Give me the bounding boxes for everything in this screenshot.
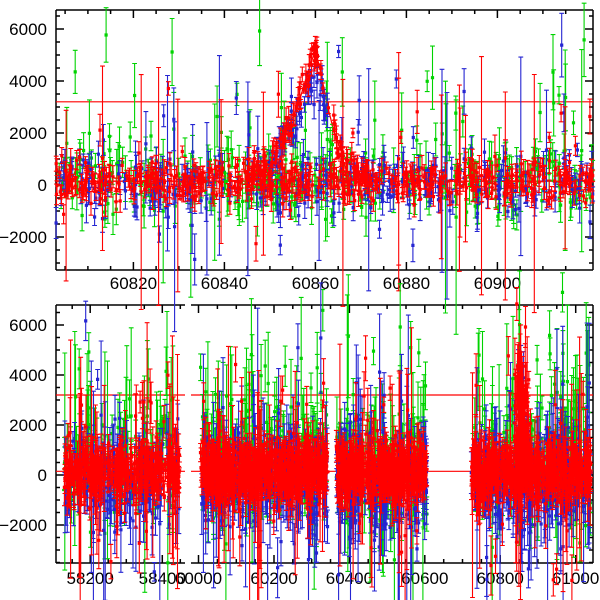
y-tick-label: 6000 <box>9 20 47 39</box>
y-tick-label: 2000 <box>9 416 47 435</box>
y-tick-label: 4000 <box>9 72 47 91</box>
series-red-markers <box>246 41 367 192</box>
x-tick-label: 61000 <box>552 569 599 588</box>
x-tick-label: 58200 <box>67 569 114 588</box>
y-tick-label: 0 <box>38 176 47 195</box>
x-tick-label: 60600 <box>401 569 448 588</box>
x-tick-label: 60200 <box>250 569 297 588</box>
x-tick-label: 60900 <box>474 274 521 293</box>
x-tick-label: 58400 <box>139 569 186 588</box>
x-tick-label: 60860 <box>292 274 339 293</box>
series-red-markers <box>513 302 531 508</box>
x-tick-label: 60000 <box>175 569 222 588</box>
y-tick-label: −2000 <box>0 516 47 535</box>
y-tick-label: 2000 <box>9 124 47 143</box>
x-tick-label: 60840 <box>201 274 248 293</box>
series-red-markers <box>334 356 429 554</box>
y-tick-label: 4000 <box>9 366 47 385</box>
x-tick-label: 60880 <box>383 274 430 293</box>
y-tick-label: 6000 <box>9 316 47 335</box>
top-panel-recent-lightcurve-chrome: −2000 0 2000 4000 6000 60820 60840 60860 60880 60… <box>0 9 594 293</box>
series-red-markers <box>62 373 182 564</box>
x-tick-label: 60820 <box>110 274 157 293</box>
y-tick-label: 0 <box>38 466 47 485</box>
series-green-errorbars <box>470 270 593 600</box>
top-panel-recent-lightcurve-series-red <box>53 35 596 314</box>
bottom-panel-full-lightcurve-series-red <box>62 287 594 600</box>
series-red-markers <box>198 362 329 548</box>
series-red-markers <box>54 86 595 246</box>
y-tick-label: −2000 <box>0 228 47 247</box>
